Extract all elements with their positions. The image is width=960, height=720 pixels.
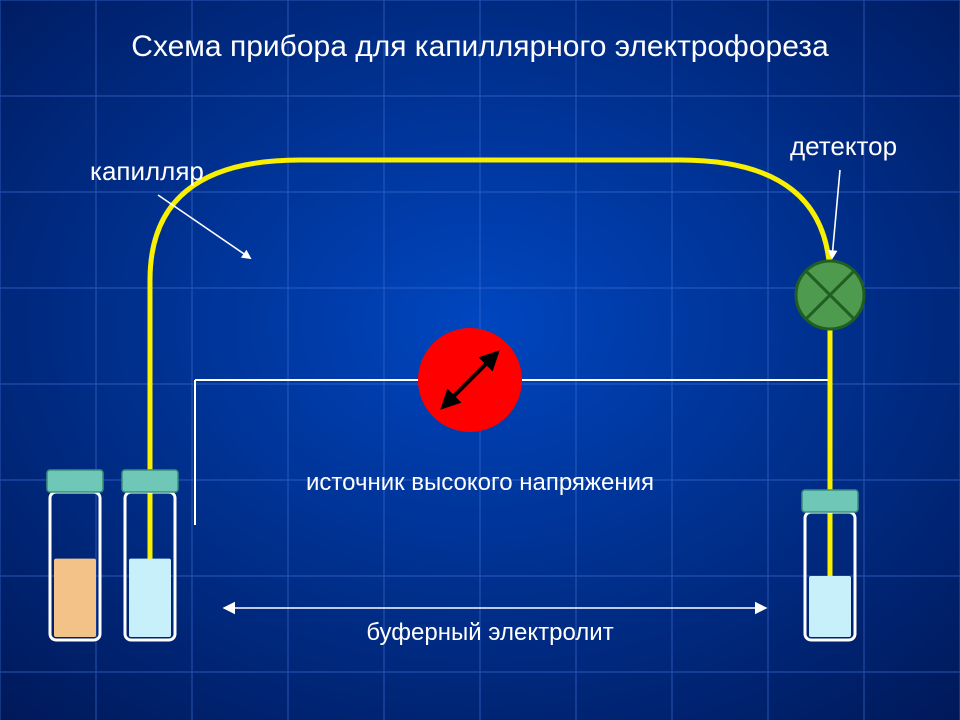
- diagram-title: Схема прибора для капиллярного электрофо…: [131, 30, 829, 63]
- hv-source-meter: [418, 328, 522, 432]
- label-buffer: буферный электролит: [366, 619, 613, 646]
- label-capillary: капилляр: [90, 156, 204, 186]
- label-hv-source: источник высокого напряжения: [306, 469, 654, 496]
- label-detector: детектор: [790, 131, 897, 161]
- detector: [796, 261, 864, 329]
